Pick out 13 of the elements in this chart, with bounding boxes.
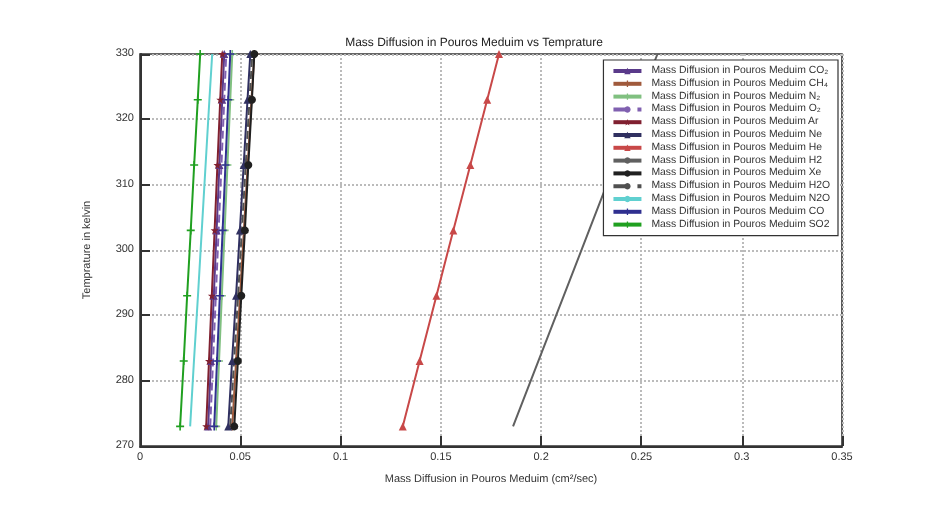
line-series bbox=[189, 53, 214, 428]
point bbox=[415, 357, 424, 366]
point bbox=[186, 226, 195, 235]
point bbox=[432, 291, 441, 300]
point bbox=[196, 50, 205, 58]
point bbox=[176, 422, 185, 431]
point bbox=[183, 291, 192, 300]
point bbox=[495, 50, 504, 58]
point bbox=[483, 95, 492, 104]
point bbox=[466, 161, 475, 170]
point bbox=[190, 161, 199, 170]
point bbox=[179, 357, 188, 366]
point bbox=[193, 95, 202, 104]
